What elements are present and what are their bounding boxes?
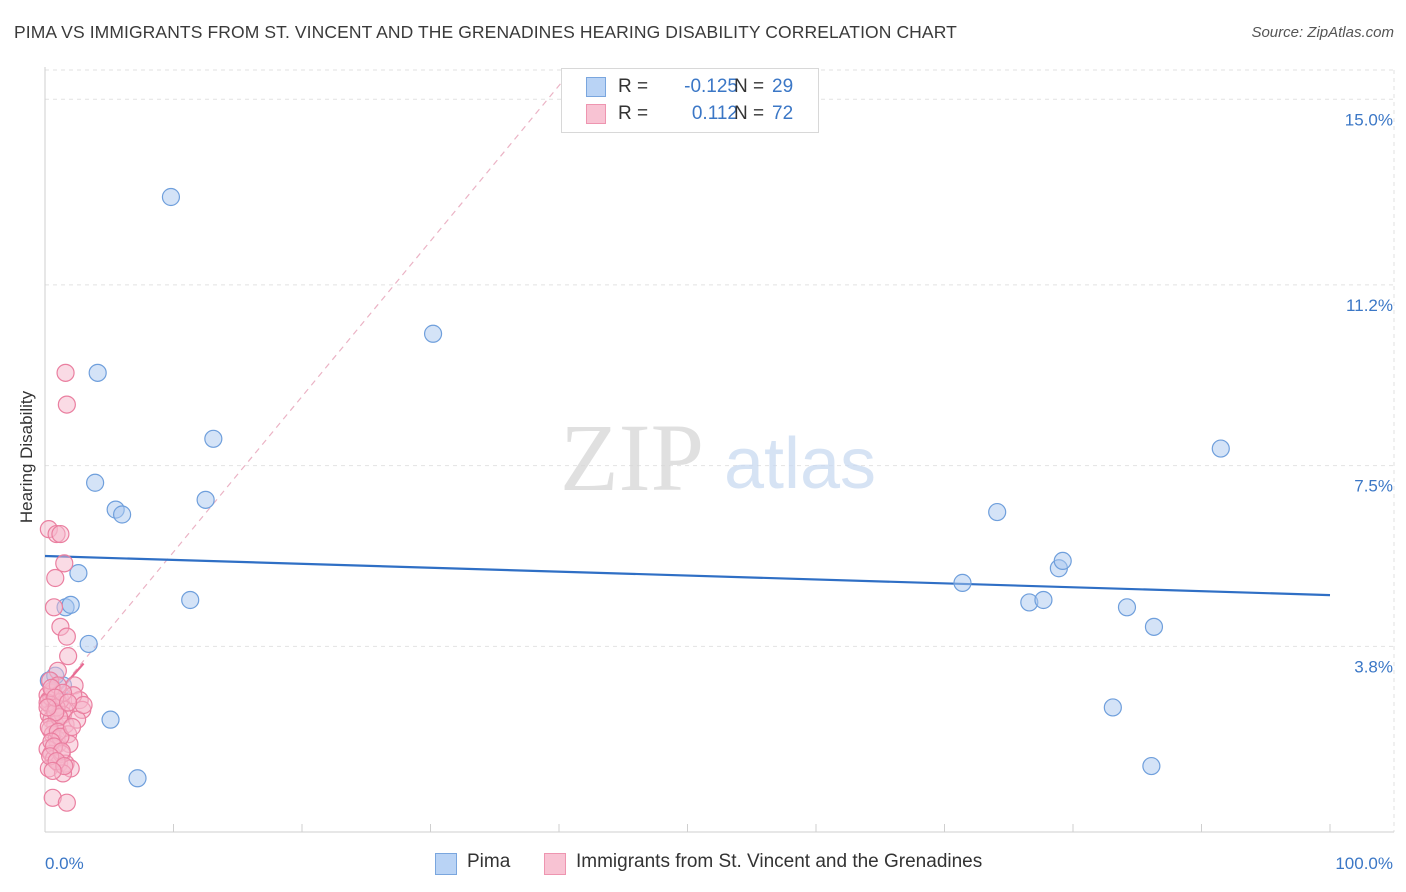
- bottom-legend-label-svg: Immigrants from St. Vincent and the Gren…: [576, 851, 983, 872]
- x-tick-label: 0.0%: [45, 854, 84, 873]
- pima-point: [101, 710, 120, 729]
- legend-r-label: R =: [618, 103, 649, 124]
- bottom-legend-swatch-pima: [435, 853, 457, 875]
- legend-swatch-pima: [586, 77, 606, 97]
- pima-trend-line: [44, 554, 1331, 597]
- y-tick-label: 15.0%: [1345, 110, 1393, 129]
- y-tick-label: 3.8%: [1354, 657, 1393, 676]
- svg-point: [43, 761, 62, 781]
- pima-point: [69, 564, 88, 583]
- svg-point: [46, 568, 65, 588]
- axis-layer: [44, 67, 1394, 833]
- x-tick-label: 100.0%: [1335, 854, 1393, 873]
- pima-point: [61, 595, 80, 614]
- svg-point: [57, 627, 76, 646]
- pima-point: [196, 490, 215, 509]
- bottom-legend-swatch-svg: [544, 853, 566, 875]
- legend-n-value: 72: [772, 103, 794, 124]
- svg-point: [55, 554, 74, 573]
- svg-point: [57, 395, 76, 414]
- watermark-atlas: atlas: [724, 424, 876, 504]
- svg-point: [74, 695, 93, 715]
- pima-point: [1034, 590, 1053, 610]
- svg-point: [59, 693, 78, 712]
- svg-point: [57, 793, 76, 812]
- pima-point: [128, 769, 147, 788]
- source-label: Source: ZipAtlas.com: [1251, 24, 1394, 41]
- pima-point: [112, 505, 132, 524]
- svg-point: [38, 698, 57, 717]
- svg-point: [51, 524, 70, 544]
- svg-point: [44, 598, 64, 617]
- legend-n-label: N =: [734, 76, 765, 97]
- pima-point: [161, 187, 181, 207]
- pima-point: [953, 573, 972, 592]
- pima-point: [86, 473, 105, 492]
- tick-labels-layer: 3.8% 7.5% 11.2% 15.0% 0.0% 100.0%: [45, 110, 1393, 873]
- svg-point: [56, 363, 75, 382]
- pima-point: [79, 634, 98, 654]
- svg-point: [62, 717, 82, 737]
- pima-point: [423, 324, 443, 343]
- pima-point: [1142, 756, 1161, 776]
- points-layer: [38, 187, 1230, 812]
- chart-title: PIMA VS IMMIGRANTS FROM ST. VINCENT AND …: [14, 22, 957, 42]
- pima-point: [88, 363, 107, 382]
- y-tick-label: 7.5%: [1354, 477, 1393, 496]
- trend-layer: [44, 69, 1331, 709]
- pima-point: [1103, 698, 1122, 717]
- pima-point: [1144, 617, 1164, 636]
- pima-point: [204, 429, 223, 448]
- legend-r-value: 0.112: [691, 103, 738, 124]
- legend-r-label: R =: [618, 76, 649, 97]
- y-tick-label: 11.2%: [1346, 296, 1393, 315]
- svg-trend-extension: [44, 69, 573, 708]
- correlation-legend: R = -0.125 N = 29 R = 0.112 N = 72: [561, 68, 819, 133]
- legend-n-label: N =: [734, 103, 765, 124]
- legend-swatch-svg: [586, 104, 606, 124]
- watermark-zip: ZIP: [560, 404, 704, 511]
- watermark: ZIP atlas: [560, 404, 876, 511]
- svg-point: [59, 647, 78, 666]
- legend-r-value: -0.125: [684, 76, 738, 97]
- legend-n-value: 29: [772, 76, 794, 97]
- grid-layer: [45, 69, 1395, 832]
- pima-point: [181, 590, 200, 610]
- pima-point: [1211, 439, 1230, 458]
- pima-point: [1053, 551, 1072, 571]
- bottom-legend-label-pima: Pima: [467, 851, 511, 872]
- pima-point: [1117, 598, 1137, 617]
- pima-point: [988, 502, 1007, 522]
